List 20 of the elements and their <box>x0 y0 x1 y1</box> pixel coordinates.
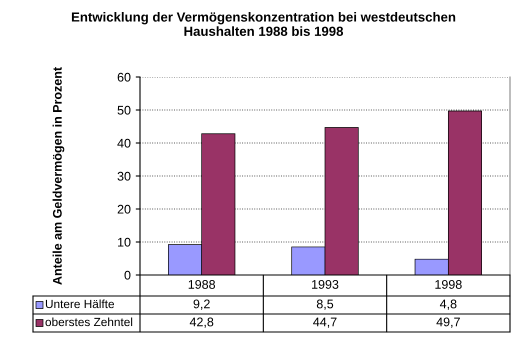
x-tick-label: 1993 <box>312 280 338 289</box>
data-label: 44,7 <box>313 318 337 328</box>
data-label: 49,7 <box>436 318 460 328</box>
chart-title: Entwicklung der Vermögenskonzentration bei westdeutschen Haushalten 1988 bis 1998 <box>72 12 456 36</box>
data-label: 9,2 <box>194 300 210 310</box>
legend-label: oberstes Zehntel <box>45 317 132 326</box>
y-tick-label: 50 <box>118 106 130 115</box>
x-tick-label: 1998 <box>435 280 462 289</box>
legend-label: Untere Hälfte <box>46 299 114 308</box>
y-tick-label: 20 <box>118 204 130 214</box>
y-axis-title: Anteile am Geldvermögen in Prozent <box>52 67 64 285</box>
y-tick-label: 0 <box>124 270 130 280</box>
data-label: 42,8 <box>190 318 214 328</box>
y-tick-label: 40 <box>117 138 130 148</box>
y-tick-label: 10 <box>118 238 130 247</box>
x-tick-label: 1988 <box>188 280 216 289</box>
y-tick-label: 60 <box>118 72 130 82</box>
data-label: 8,5 <box>316 300 334 310</box>
y-tick-label: 30 <box>118 172 130 181</box>
data-label: 4,8 <box>440 300 456 310</box>
